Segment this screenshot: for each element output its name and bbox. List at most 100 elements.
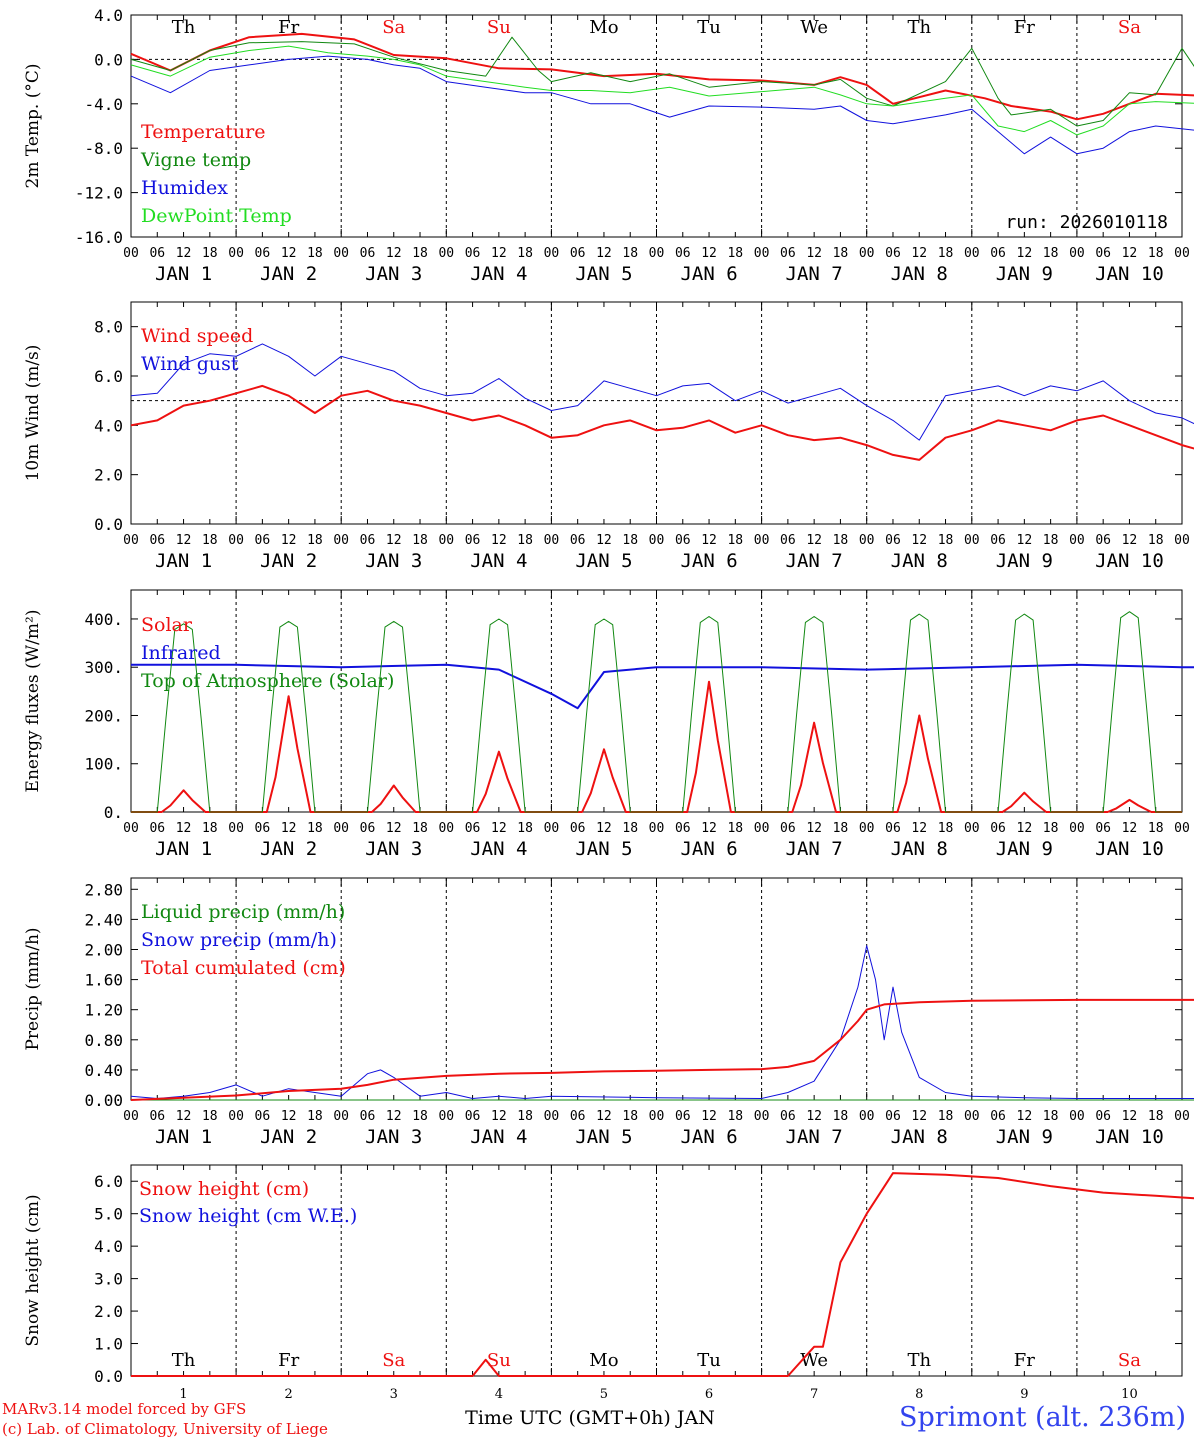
date-label: JAN 5 [575, 263, 632, 285]
hour-tick-label: 12 [1122, 533, 1138, 548]
date-label: JAN 7 [786, 838, 843, 860]
hour-tick-label: 06 [465, 1109, 481, 1124]
weekday-label: Fr [1014, 17, 1035, 38]
hour-tick-label: 00 [438, 1109, 454, 1124]
date-label: JAN 5 [575, 1126, 632, 1148]
date-label: JAN 10 [1095, 1126, 1164, 1148]
hour-tick-label: 00 [438, 533, 454, 548]
date-label: JAN 10 [1095, 838, 1164, 860]
series-line-humidex [130, 55, 1194, 155]
hour-tick-label: 06 [465, 246, 481, 261]
hour-tick-label: 18 [412, 1109, 428, 1124]
legend-entry: Wind gust [141, 353, 239, 375]
day-number-label: 1 [179, 1387, 187, 1402]
hour-tick-label: 06 [990, 246, 1006, 261]
hour-tick-label: 00 [1069, 1109, 1085, 1124]
hour-tick-label: 06 [780, 246, 796, 261]
weekday-label: Fr [1014, 1350, 1035, 1371]
hour-tick-label: 18 [517, 246, 533, 261]
hour-tick-label: 00 [1069, 821, 1085, 836]
y-tick-label: 100. [84, 755, 123, 774]
date-label: JAN 1 [155, 550, 212, 572]
hour-tick-label: 06 [255, 821, 271, 836]
date-label: JAN 9 [996, 550, 1053, 572]
weekday-label: Mo [589, 1350, 618, 1371]
hour-tick-label: 00 [544, 533, 560, 548]
hour-tick-label: 00 [544, 821, 560, 836]
hour-tick-label: 18 [202, 1109, 218, 1124]
hour-tick-label: 00 [123, 533, 139, 548]
y-tick-label: 3.0 [94, 1270, 123, 1289]
hour-tick-label: 00 [1174, 1109, 1190, 1124]
hour-tick-label: 00 [964, 821, 980, 836]
date-label: JAN 1 [155, 838, 212, 860]
hour-tick-label: 18 [307, 246, 323, 261]
hour-tick-label: 18 [938, 246, 954, 261]
hour-tick-label: 00 [228, 821, 244, 836]
weekday-label: Su [487, 17, 511, 38]
weekday-label: Th [172, 17, 196, 38]
hour-tick-label: 12 [491, 1109, 507, 1124]
series-line-vigne-temp [130, 36, 1194, 127]
panel-wind: 0.0 2.0 4.0 6.0 8.0 10m Wind (m/s) 00 06 12 18 JAN… [23, 301, 1194, 572]
hour-tick-label: 00 [649, 1109, 665, 1124]
panel-temp: -16.0 -12.0 -8.0 -4.0 0.0 4.0 2m Temp. (°C) 00 0… [23, 6, 1194, 285]
y-tick-label: -12.0 [75, 184, 123, 203]
hour-tick-label: 06 [675, 821, 691, 836]
y-tick-label: 2.00 [84, 940, 123, 959]
hour-tick-label: 00 [333, 246, 349, 261]
date-label: JAN 6 [680, 550, 737, 572]
y-tick-label: 200. [84, 706, 123, 725]
hour-tick-label: 00 [228, 533, 244, 548]
model-credit: MARv3.14 model forced by GFS [2, 1400, 247, 1418]
hour-tick-label: 00 [333, 533, 349, 548]
weekday-label: Sa [382, 1350, 405, 1371]
hour-tick-label: 18 [307, 533, 323, 548]
hour-tick-label: 18 [833, 1109, 849, 1124]
series-line-top-of-atmosphere-solar [131, 611, 1182, 813]
hour-tick-label: 00 [754, 246, 770, 261]
y-axis-label: 2m Temp. (°C) [23, 63, 43, 188]
hour-tick-label: 00 [649, 821, 665, 836]
hour-tick-label: 06 [1095, 1109, 1111, 1124]
hour-tick-label: 18 [1148, 246, 1164, 261]
y-axis-label: Precip (mm/h) [23, 927, 43, 1050]
date-label: JAN 2 [260, 1126, 317, 1148]
y-tick-label: 1.20 [84, 1001, 123, 1020]
y-tick-label: 0.0 [94, 515, 123, 534]
y-tick-label: 0.00 [84, 1091, 123, 1110]
date-label: JAN 9 [996, 838, 1053, 860]
date-label: JAN 9 [996, 263, 1053, 285]
hour-tick-label: 06 [780, 821, 796, 836]
weekday-label: Sa [1118, 1350, 1141, 1371]
hour-tick-label: 06 [885, 821, 901, 836]
date-label: JAN 4 [470, 838, 527, 860]
date-label: JAN 8 [891, 1126, 948, 1148]
legend-entry: Humidex [141, 177, 228, 199]
day-number-label: 7 [810, 1387, 818, 1402]
hour-tick-label: 12 [176, 246, 192, 261]
legend-entry: Solar [141, 614, 193, 636]
weekday-label: Fr [278, 17, 299, 38]
day-number-label: 9 [1020, 1387, 1028, 1402]
date-label: JAN 5 [575, 550, 632, 572]
hour-tick-label: 12 [701, 246, 717, 261]
hour-tick-label: 06 [360, 1109, 376, 1124]
legend-entry: Temperature [141, 121, 265, 143]
y-tick-label: 2.40 [84, 910, 123, 929]
hour-tick-label: 00 [649, 533, 665, 548]
date-label: JAN 10 [1095, 550, 1164, 572]
date-label: JAN 2 [260, 838, 317, 860]
hour-tick-label: 00 [544, 1109, 560, 1124]
hour-tick-label: 06 [570, 1109, 586, 1124]
y-tick-label: -8.0 [84, 139, 123, 158]
date-label: JAN 2 [260, 550, 317, 572]
hour-tick-label: 18 [833, 246, 849, 261]
hour-tick-label: 00 [964, 246, 980, 261]
hour-tick-label: 12 [386, 1109, 402, 1124]
series-line-temperature [130, 32, 1194, 121]
hour-tick-label: 06 [255, 246, 271, 261]
y-tick-label: -4.0 [84, 95, 123, 114]
weekday-label: Tu [697, 17, 721, 38]
